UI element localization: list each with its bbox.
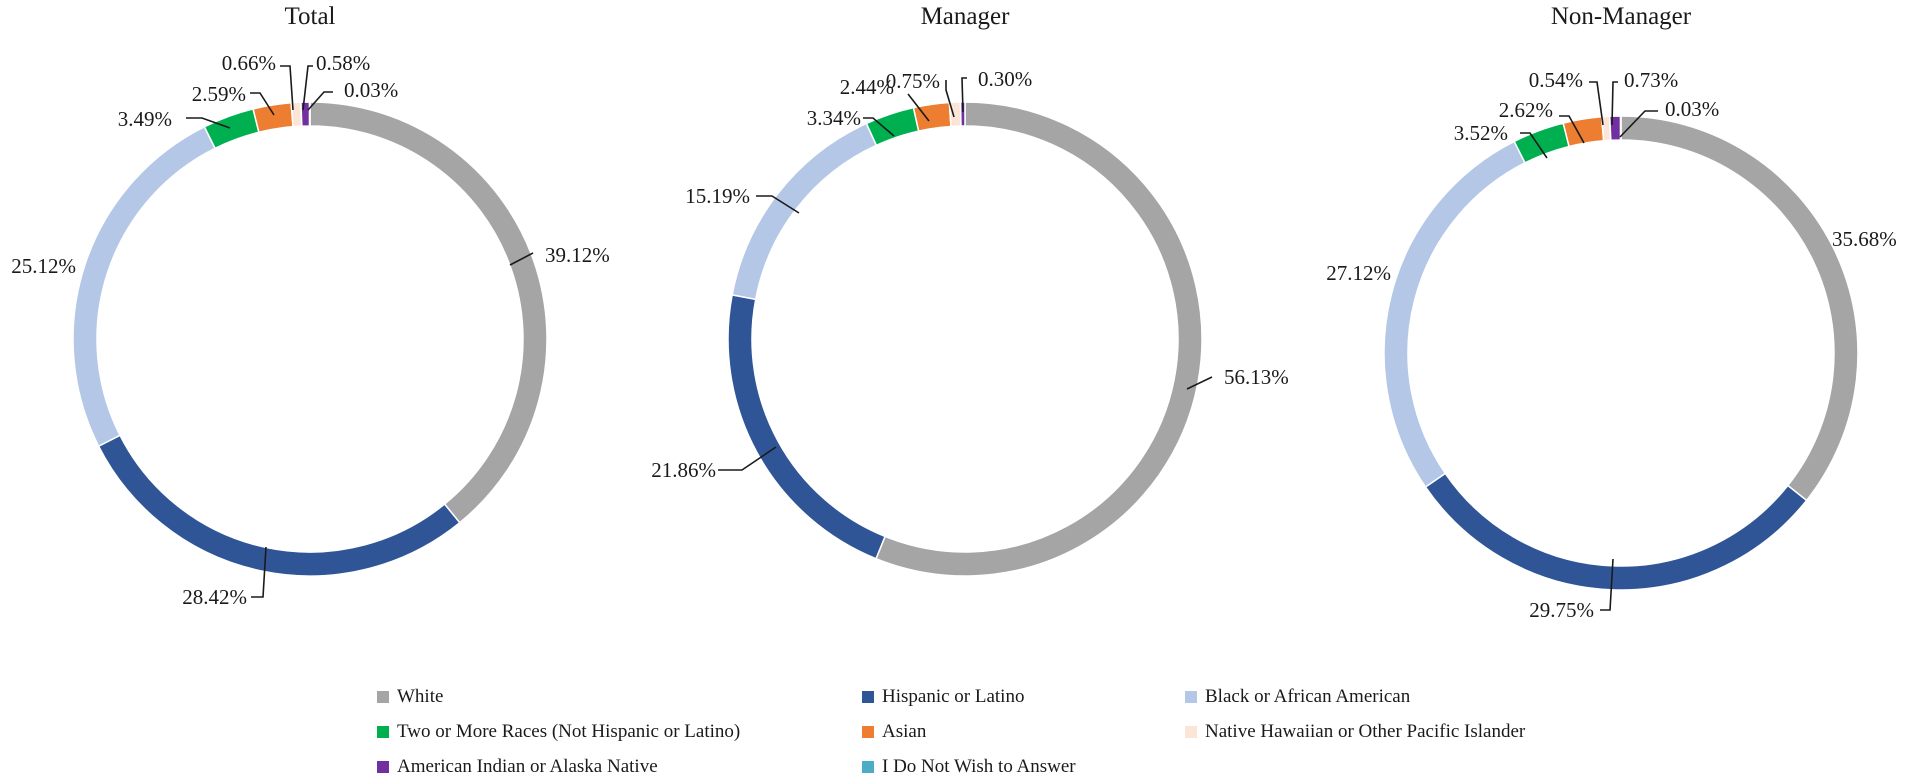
donut-slice [309, 101, 548, 524]
data-label: 29.75% [1529, 598, 1594, 622]
donut-slice [252, 101, 294, 134]
data-label: 2.59% [192, 82, 246, 106]
data-label: 3.34% [807, 106, 861, 130]
leader-line [961, 77, 967, 113]
leader-line [307, 91, 333, 111]
data-label: 2.62% [1499, 98, 1553, 122]
legend-swatch [1185, 691, 1197, 703]
data-label: 0.66% [222, 51, 276, 75]
leader-line [302, 65, 313, 111]
leader-line [250, 92, 275, 116]
donut-slice [731, 122, 878, 301]
leader-line [1520, 132, 1548, 159]
data-label: 56.13% [1224, 365, 1289, 389]
donut-chart-1: Manager 56.13% 21.86% 15.19% 3.34% 2.44%0.75%… [651, 3, 1289, 577]
leader-line [1186, 376, 1213, 390]
legend-label: White [397, 686, 444, 707]
legend-label: American Indian or Alaska Native [397, 756, 658, 777]
leader-line [718, 446, 777, 471]
legend-item: American Indian or Alaska Native [377, 756, 658, 778]
donut-slice [865, 106, 920, 147]
legend-label: Asian [882, 721, 927, 742]
data-label: 27.12% [1326, 261, 1391, 285]
chart-title: Total [284, 3, 335, 30]
donut-charts: Total 39.12% 28.42% 25.12% 3.49% 2.59% 0.66% 0.… [11, 3, 1897, 622]
leader-line [1589, 81, 1604, 126]
donut-slice [912, 101, 952, 132]
leader-line [1559, 115, 1585, 144]
data-label: 0.03% [1665, 97, 1719, 121]
data-label: 0.03% [344, 78, 398, 102]
chart-title: Non-Manager [1551, 3, 1692, 30]
data-label: 21.86% [651, 458, 716, 482]
leader-line [280, 65, 294, 111]
donut-slice [875, 101, 1203, 577]
legend-item: Hispanic or Latino [862, 686, 1024, 708]
legend-label: Black or African American [1205, 686, 1411, 707]
donut-chart-2: Non-Manager 35.68% 29.75% 27.12% 3.52%2.62% 0… [1326, 3, 1897, 622]
legend-swatch [862, 761, 874, 773]
donut-slice [727, 293, 887, 560]
data-label: 0.30% [978, 67, 1032, 91]
legend-item: I Do Not Wish to Answer [862, 756, 1076, 778]
legend-item: Asian [862, 721, 926, 743]
data-label: 15.19% [685, 184, 750, 208]
leader-line [863, 117, 895, 137]
leader-line [251, 546, 267, 598]
legend-item: Black or African American [1185, 686, 1410, 708]
legend-label: Hispanic or Latino [882, 686, 1025, 707]
data-label: 0.75% [886, 69, 940, 93]
donut-slice [203, 108, 260, 150]
legend-item: Two or More Races (Not Hispanic or Latin… [377, 721, 740, 743]
chart-title: Manager [921, 3, 1011, 30]
data-label: 0.73% [1624, 68, 1678, 92]
legend-label: I Do Not Wish to Answer [882, 756, 1076, 777]
legend-swatch [862, 726, 874, 738]
data-label: 2.44% [840, 75, 894, 99]
legend-label: Two or More Races (Not Hispanic or Latin… [397, 721, 741, 742]
legend-swatch [377, 761, 389, 773]
legend-item: Native Hawaiian or Other Pacific Islande… [1185, 721, 1525, 743]
data-label: 35.68% [1832, 227, 1897, 251]
donut-slice [1620, 115, 1859, 502]
data-label: 0.54% [1529, 68, 1583, 92]
leader-line [756, 195, 800, 214]
donut-slice [1383, 140, 1527, 489]
data-label: 0.58% [316, 51, 370, 75]
leader-line [1611, 81, 1618, 126]
donut-chart-0: Total 39.12% 28.42% 25.12% 3.49% 2.59% 0.66% 0.… [11, 3, 610, 609]
legend-swatch [377, 691, 389, 703]
leader-line [907, 93, 930, 122]
donut-slice [1424, 472, 1808, 591]
leader-line [1619, 110, 1658, 138]
donut-slice [1608, 115, 1622, 142]
data-label: 25.12% [11, 254, 76, 278]
leader-line [1600, 558, 1614, 611]
donut-slice [1513, 122, 1570, 164]
donut-slice [72, 125, 217, 448]
donut-slice [97, 434, 461, 577]
leader-line [186, 117, 231, 129]
leader-line [945, 80, 955, 118]
data-label: 39.12% [545, 243, 610, 267]
legend-item: White [377, 686, 443, 708]
donut-slice [300, 101, 311, 127]
data-label: 28.42% [182, 585, 247, 609]
legend-label: Native Hawaiian or Other Pacific Islande… [1205, 721, 1526, 742]
leader-line [509, 252, 534, 266]
legend-swatch [862, 691, 874, 703]
legend-swatch [1185, 726, 1197, 738]
data-label: 3.52% [1454, 121, 1508, 145]
legend-swatch [377, 726, 389, 738]
data-label: 3.49% [118, 107, 172, 131]
